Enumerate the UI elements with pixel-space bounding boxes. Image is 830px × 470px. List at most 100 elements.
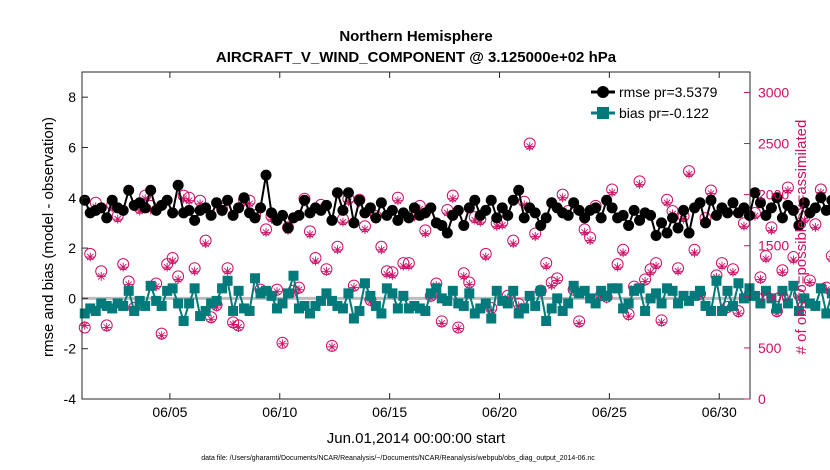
assimilated-obs-point: [332, 245, 342, 255]
assimilated-obs-point: [547, 281, 557, 291]
bias-point: [239, 303, 250, 314]
assimilated-obs-point: [442, 208, 452, 218]
bias-point: [261, 285, 272, 296]
bias-point: [634, 283, 645, 294]
assimilated-obs-point: [151, 282, 161, 292]
assimilated-obs-point: [569, 287, 579, 297]
bias-point: [228, 305, 239, 316]
rmse-point: [502, 209, 514, 221]
bias-point: [733, 278, 744, 289]
rmse-point: [480, 204, 492, 216]
bias-point: [447, 285, 458, 296]
rmse-point: [694, 197, 706, 209]
bias-point: [178, 316, 189, 327]
assimilated-obs-point: [135, 206, 145, 216]
rmse-point: [101, 212, 113, 224]
bias-point: [607, 283, 618, 294]
bias-point: [189, 283, 200, 294]
assimilated-obs-point: [492, 221, 502, 231]
bias-point: [195, 310, 206, 321]
rmse-point: [826, 195, 830, 206]
rmse-point: [458, 219, 470, 231]
assimilated-obs-point: [684, 169, 694, 179]
bias-point: [272, 303, 283, 314]
bias-point: [458, 300, 469, 311]
assimilated-obs-point: [179, 194, 189, 204]
bias-point: [409, 300, 420, 311]
assimilated-obs-point: [805, 278, 815, 288]
x-tick-label: 06/20: [482, 404, 517, 420]
left-y-tick-label: -4: [64, 391, 77, 407]
rmse-point: [222, 194, 234, 206]
assimilated-obs-point: [415, 204, 425, 214]
assimilated-obs-point: [453, 323, 463, 333]
assimilated-obs-point: [821, 285, 830, 295]
rmse-point: [331, 187, 343, 199]
left-y-tick-label: -2: [64, 341, 77, 357]
rmse-point: [738, 202, 750, 214]
bias-point: [815, 283, 826, 294]
bias-point: [112, 298, 123, 309]
assimilated-obs-point: [717, 261, 727, 271]
assimilated-obs-point: [728, 267, 738, 277]
rmse-point: [282, 222, 294, 234]
rmse-point: [617, 209, 629, 221]
bias-point: [716, 305, 727, 316]
bias-point: [541, 316, 552, 327]
rmse-point: [485, 194, 497, 206]
assimilated-obs-point: [294, 285, 304, 295]
assimilated-obs-point: [662, 198, 672, 208]
assimilated-obs-point: [420, 228, 430, 238]
bias-point: [90, 305, 101, 316]
bias-point: [398, 290, 409, 301]
rmse-point: [227, 209, 239, 221]
bias-point: [623, 298, 634, 309]
rmse-point: [793, 219, 805, 231]
bias-point: [85, 303, 96, 314]
assimilated-obs-point: [558, 193, 568, 203]
bias-point: [821, 308, 830, 319]
left-y-axis-label: rmse and bias (model - observation): [40, 117, 57, 357]
bias-point: [244, 305, 255, 316]
assimilated-obs-point: [690, 248, 700, 258]
bias-point: [96, 298, 107, 309]
assimilated-obs-point: [168, 256, 178, 266]
bias-point: [436, 293, 447, 304]
assimilated-obs-point: [376, 245, 386, 255]
rmse-point: [700, 217, 712, 229]
data-file-footer: data file: /Users/gharamti/Documents/NCA…: [201, 455, 595, 462]
assimilated-obs-point: [525, 142, 535, 152]
bias-point: [618, 303, 629, 314]
legend-bias-marker: [597, 107, 609, 119]
bias-point: [585, 293, 596, 304]
rmse-point: [441, 227, 453, 239]
assimilated-obs-point: [618, 248, 628, 258]
assimilated-obs-point: [261, 227, 271, 237]
assimilated-obs-point: [162, 262, 172, 272]
bias-point: [804, 298, 815, 309]
rmse-point: [815, 192, 827, 204]
rmse-point: [749, 187, 761, 199]
bias-point: [788, 280, 799, 291]
bias-point: [749, 290, 760, 301]
bias-point: [277, 298, 288, 309]
legend-rmse-marker: [597, 86, 609, 98]
bias-point: [326, 295, 337, 306]
rmse-point: [117, 204, 129, 216]
rmse-point: [298, 194, 310, 206]
left-y-tick-label: 6: [68, 139, 76, 155]
assimilated-obs-point: [338, 217, 348, 227]
rmse-point: [809, 202, 821, 214]
rmse-point: [386, 204, 398, 216]
rmse-point: [628, 204, 640, 216]
assimilated-obs-point: [157, 331, 167, 341]
rmse-point: [249, 212, 261, 224]
bias-point: [206, 298, 217, 309]
rmse-point: [562, 209, 574, 221]
bias-point: [343, 288, 354, 299]
rmse-point: [123, 184, 135, 196]
assimilated-obs-point: [519, 200, 529, 210]
bias-point: [480, 298, 491, 309]
bias-point: [629, 285, 640, 296]
bias-point: [596, 285, 607, 296]
